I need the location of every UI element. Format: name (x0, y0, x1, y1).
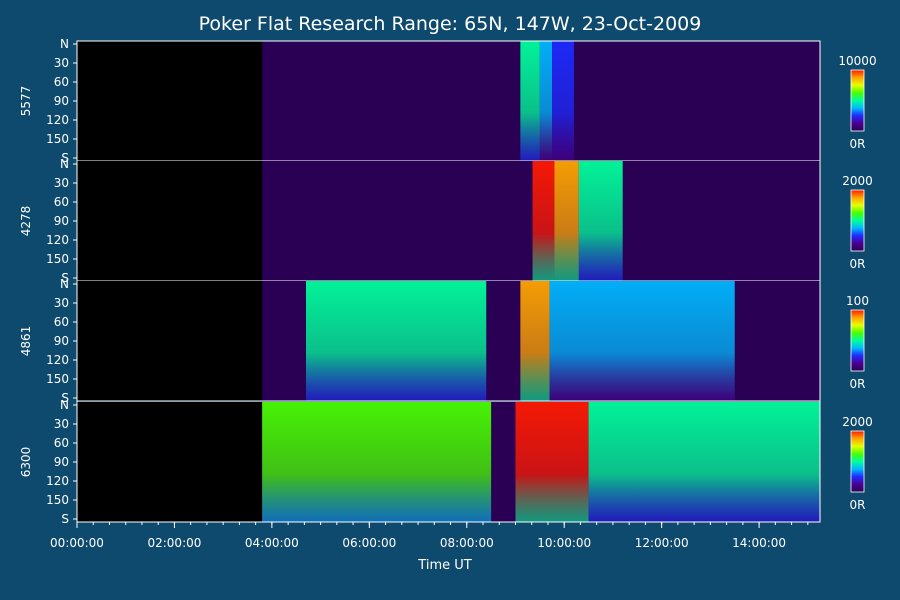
colorbar-min-label: 0R (850, 498, 866, 512)
emission-event (515, 402, 589, 522)
chart-title: Poker Flat Research Range: 65N, 147W, 23… (199, 13, 702, 35)
emission-event (552, 41, 574, 161)
y-tick-label: 150 (46, 252, 69, 266)
y-tick-label: 120 (46, 353, 69, 367)
emission-event (520, 281, 550, 401)
y-tick-label: 30 (54, 296, 69, 310)
colorbar-min-label: 0R (850, 257, 866, 271)
y-tick-label: 120 (46, 113, 69, 127)
y-tick-label: S (61, 391, 69, 405)
y-tick-label: 90 (54, 455, 69, 469)
panel-ylabel: 5577 (19, 86, 33, 117)
emission-event (305, 281, 487, 401)
y-tick-label: 150 (46, 372, 69, 386)
x-tick-label: 02:00:00 (147, 536, 201, 550)
y-tick-label: N (60, 398, 69, 412)
colorbar-max-label: 10000 (838, 54, 876, 68)
y-tick-label: 30 (54, 56, 69, 70)
colorbar (850, 430, 865, 493)
panel-ylabel: 4278 (19, 206, 33, 237)
colorbar-min-label: 0R (850, 377, 866, 391)
emission-event (588, 402, 820, 522)
y-tick-label: 90 (54, 94, 69, 108)
y-tick-label: 60 (54, 195, 69, 209)
x-tick-label: 12:00:00 (635, 536, 689, 550)
emission-event (520, 41, 540, 161)
y-tick-label: 90 (54, 334, 69, 348)
plot-frame (76, 40, 821, 523)
colorbar (850, 189, 865, 252)
y-tick-label: 60 (54, 75, 69, 89)
emission-event (549, 281, 735, 401)
panel-4278: N 30 60 90 120 150 S 4278 2000 0R (19, 157, 873, 285)
colorbar-max-label: 2000 (842, 174, 873, 188)
y-tick-label: N (60, 277, 69, 291)
y-tick-label: S (61, 151, 69, 165)
x-tick-label: 10:00:00 (537, 536, 591, 550)
emission-event (554, 161, 579, 281)
y-tick-label: 150 (46, 493, 69, 507)
x-tick-label: 14:00:00 (732, 536, 786, 550)
x-tick-label: 08:00:00 (440, 536, 494, 550)
emission-event (532, 161, 555, 281)
emission-event (539, 41, 553, 161)
x-tick-label: 06:00:00 (342, 536, 396, 550)
emission-event (262, 402, 492, 522)
panel-5577: N 30 60 90 120 150 S 5577 10000 0R (19, 37, 877, 165)
y-tick-label: 90 (54, 214, 69, 228)
y-tick-label: 60 (54, 436, 69, 450)
y-tick-label: 150 (46, 132, 69, 146)
y-tick-label: 120 (46, 233, 69, 247)
colorbar-max-label: 100 (846, 294, 869, 308)
panel-4861: N 30 60 90 120 150 S 4861 100 0R (19, 277, 869, 405)
x-tick-label: 04:00:00 (245, 536, 299, 550)
colorbar-max-label: 2000 (842, 415, 873, 429)
y-tick-label: S (61, 271, 69, 285)
y-tick-label: 60 (54, 315, 69, 329)
colorbar-min-label: 0R (850, 137, 866, 151)
colorbar (850, 69, 865, 132)
panel-6300: N 30 60 90 120 150 S 6300 2000 0R (19, 398, 873, 526)
panel-ylabel: 4861 (19, 326, 33, 357)
y-tick-label: 30 (54, 417, 69, 431)
y-tick-label: 30 (54, 176, 69, 190)
panel-ylabel: 6300 (19, 447, 33, 478)
y-tick-label: N (60, 37, 69, 51)
y-tick-label: 120 (46, 474, 69, 488)
x-axis-label: Time UT (417, 558, 471, 573)
y-tick-label: S (61, 512, 69, 526)
colorbar (850, 309, 865, 372)
emission-event (578, 161, 623, 281)
x-tick-label: 00:00:00 (50, 536, 104, 550)
y-tick-label: N (60, 157, 69, 171)
